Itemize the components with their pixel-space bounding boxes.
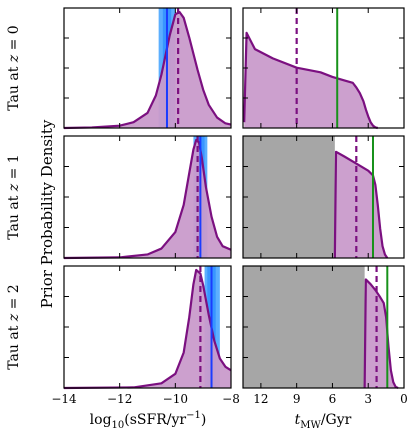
panel-1-tMW: [242, 135, 405, 259]
x-tick-label: 12: [253, 392, 268, 406]
panel-frame: [63, 265, 232, 389]
density-fill: [64, 270, 231, 388]
excluded-age-region: [243, 266, 365, 388]
row-label-0: Tau at z = 0: [6, 25, 22, 110]
density-curve: [363, 278, 399, 389]
density-fill: [364, 279, 399, 388]
density-fill: [334, 151, 388, 258]
panel-0-tMW: [242, 7, 405, 130]
x-tick-label: −14: [51, 392, 77, 406]
shared-ylabel: Prior Probability Density: [38, 119, 56, 308]
x-tick-label: −12: [107, 392, 132, 406]
panel-frame: [242, 7, 405, 129]
panel-0-sSFR: [63, 7, 232, 130]
density-curve: [63, 268, 232, 390]
x-axis-label-tmw: tMW/Gyr: [295, 412, 352, 431]
row-label-2: Tau at z = 2: [6, 284, 22, 369]
x-tick-label: −10: [163, 392, 188, 406]
panel-1-sSFR: [63, 135, 232, 260]
panel-frame: [242, 135, 405, 259]
density-curve: [63, 138, 232, 260]
row-label-1: Tau at z = 1: [6, 154, 22, 239]
excluded-age-region: [243, 136, 335, 258]
x-tick-label: −8: [222, 392, 240, 406]
x-axis-label-ssfr: log10(sSFR/yr−1): [90, 410, 207, 431]
density-fill: [244, 32, 378, 128]
x-tick-label: 3: [364, 392, 372, 406]
panel-2-sSFR: −14 −12 −10 −8: [51, 265, 240, 406]
panel-frame: [242, 265, 405, 389]
density-curve: [333, 150, 389, 259]
density-curve: [243, 31, 379, 130]
panel-frame: [63, 7, 232, 129]
x-tick-label: 9: [293, 392, 301, 406]
x-tick-label: 0: [400, 392, 408, 406]
x-tick-label: 6: [329, 392, 337, 406]
panel-frame: [63, 135, 232, 259]
panel-2-tMW: 12 9 6 3 0: [242, 265, 408, 406]
density-fill: [64, 140, 231, 258]
